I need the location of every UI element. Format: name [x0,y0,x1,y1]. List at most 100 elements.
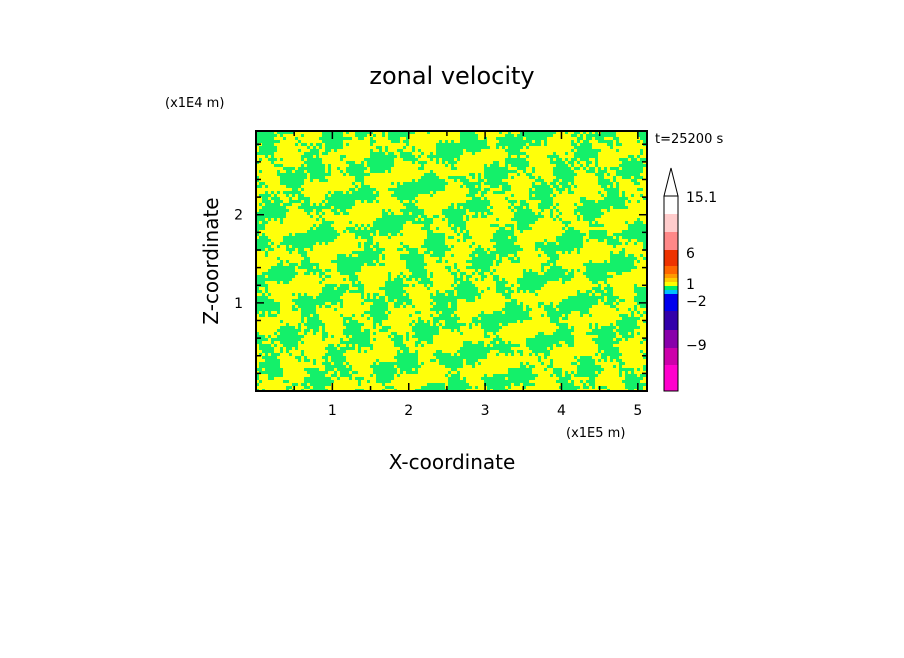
field-cell [277,245,280,248]
field-cell [436,161,439,164]
field-cell [595,173,604,176]
field-cell [349,254,352,257]
field-cell [271,353,280,356]
field-cell [346,191,349,194]
field-cell [565,374,571,377]
field-cell [256,218,265,221]
field-cell [400,368,412,371]
field-cell [622,236,647,239]
field-cell [322,200,325,203]
field-cell [499,257,502,260]
field-cell [259,380,262,383]
field-cell [355,377,364,380]
field-cell [436,293,445,296]
field-cell [493,374,538,377]
field-cell [361,224,364,227]
field-cell [541,182,547,185]
field-cell [298,206,331,209]
field-cell [280,332,298,335]
field-cell [445,323,466,326]
field-cell [595,131,598,134]
field-cell [319,293,343,296]
field-cell [586,164,589,167]
field-cell [373,323,376,326]
field-cell [478,341,484,344]
field-cell [379,362,418,365]
field-cell [295,143,298,146]
field-cell [382,326,391,329]
field-cell [352,191,373,194]
field-cell [421,215,427,218]
field-cell [280,221,283,224]
field-cell [604,359,607,362]
field-cell [508,386,511,389]
field-cell [271,191,274,194]
field-cell [550,320,559,323]
field-cell [538,206,550,209]
field-cell [277,335,304,338]
field-cell [571,371,574,374]
field-cell [406,293,409,296]
field-cell [589,314,592,317]
field-cell [556,344,562,347]
field-cell [469,188,481,191]
field-cell [373,245,379,248]
field-cell [580,356,592,359]
field-cell [358,281,361,284]
field-cell [346,170,364,173]
field-cell [271,197,280,200]
field-cell [451,302,457,305]
field-cell [547,155,559,158]
field-cell [610,356,619,359]
field-cell [469,209,490,212]
field-cell [469,326,472,329]
field-cell [283,167,295,170]
field-cell [301,158,304,161]
field-cell [568,251,571,254]
field-cell [292,293,295,296]
field-cell [352,335,370,338]
field-cell [496,287,511,290]
field-cell [373,320,382,323]
field-cell [298,140,301,143]
field-cell [319,305,322,308]
field-cell [484,176,508,179]
field-cell [577,359,595,362]
field-cell [256,332,259,335]
field-cell [430,359,436,362]
field-cell [448,218,463,221]
field-cell [409,323,412,326]
field-cell [472,272,475,275]
field-cell [385,386,394,389]
field-cell [535,179,544,182]
field-cell [388,296,409,299]
field-cell [286,347,292,350]
field-cell [493,236,508,239]
field-cell [466,215,469,218]
field-cell [466,200,490,203]
field-cell [301,350,304,353]
field-cell [550,257,559,260]
field-cell [595,137,604,140]
field-cell [529,290,535,293]
field-cell [607,143,613,146]
field-cell [337,344,340,347]
field-cell [400,257,424,260]
field-cell [457,203,490,206]
field-cell [280,242,316,245]
field-cell [265,251,268,254]
field-cell [616,173,640,176]
field-cell [637,131,647,134]
field-cell [643,197,647,200]
field-cell [385,149,388,152]
field-cell [574,209,601,212]
field-cell [412,149,415,152]
field-cell [331,260,373,263]
field-cell [583,167,586,170]
field-cell [496,263,499,266]
field-cell [349,338,370,341]
field-cell [580,380,583,383]
field-cell [340,305,343,308]
field-cell [340,155,346,158]
field-cell [634,284,637,287]
